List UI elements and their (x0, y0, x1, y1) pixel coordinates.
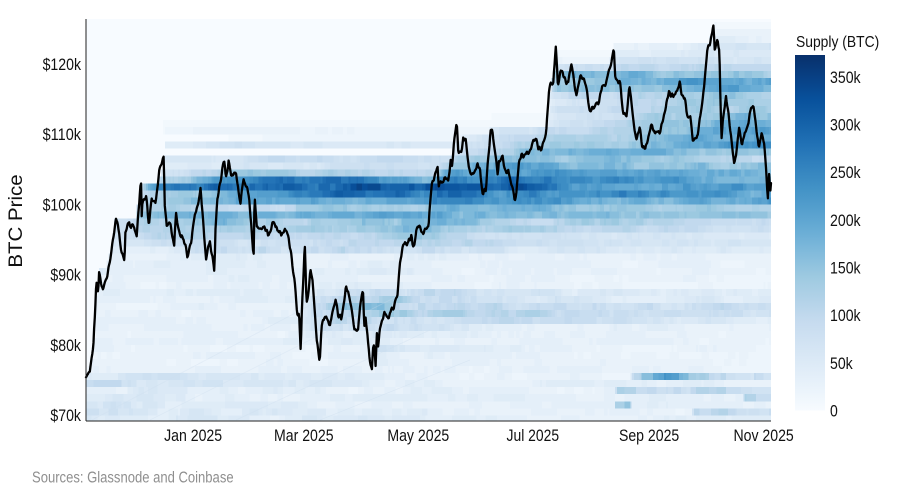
svg-text:Nov 2025: Nov 2025 (733, 427, 793, 445)
svg-text:Sep 2025: Sep 2025 (619, 427, 679, 445)
svg-text:BTC Price: BTC Price (5, 174, 27, 267)
svg-text:Sources: Glassnode and Coinbas: Sources: Glassnode and Coinbase (32, 470, 234, 487)
svg-text:300k: 300k (830, 117, 861, 135)
svg-text:200k: 200k (830, 212, 861, 230)
svg-text:Jan 2025: Jan 2025 (164, 427, 222, 445)
svg-text:50k: 50k (830, 355, 853, 373)
svg-text:150k: 150k (830, 260, 861, 278)
svg-text:350k: 350k (830, 69, 861, 87)
svg-text:Jul 2025: Jul 2025 (507, 427, 560, 445)
svg-text:Mar 2025: Mar 2025 (274, 427, 334, 445)
svg-text:$120k: $120k (43, 56, 82, 74)
svg-text:$110k: $110k (43, 126, 82, 144)
svg-text:May 2025: May 2025 (387, 427, 449, 445)
svg-text:$70k: $70k (50, 407, 81, 425)
svg-text:$100k: $100k (43, 196, 82, 214)
svg-text:Supply (BTC): Supply (BTC) (796, 34, 879, 51)
svg-text:$90k: $90k (50, 267, 81, 285)
svg-text:250k: 250k (830, 164, 861, 182)
svg-text:0: 0 (830, 403, 838, 421)
svg-text:$80k: $80k (50, 337, 81, 355)
svg-text:100k: 100k (830, 307, 861, 325)
